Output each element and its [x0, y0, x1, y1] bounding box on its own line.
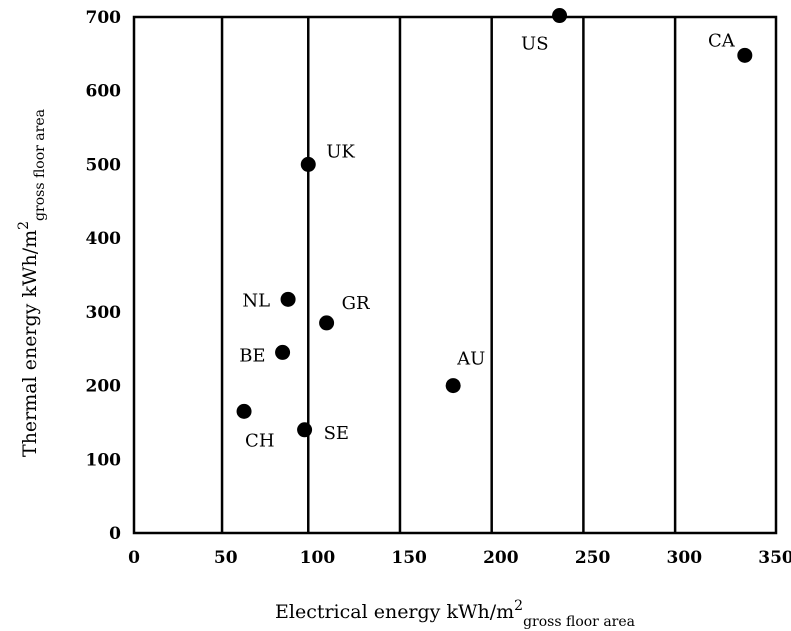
- x-axis-title-main: Electrical energy kWh/m: [275, 601, 514, 623]
- y-tick-label: 400: [86, 229, 122, 249]
- data-label-au: AU: [456, 349, 485, 370]
- x-tick-label: 100: [300, 548, 336, 568]
- y-tick-label: 100: [86, 450, 122, 470]
- data-point-se: [297, 422, 313, 438]
- y-axis-title-sup: 2: [16, 221, 32, 230]
- data-label-uk: UK: [326, 141, 355, 162]
- data-label-se: SE: [324, 423, 349, 444]
- x-tick-label: 150: [391, 548, 427, 568]
- data-point-ca: [737, 47, 753, 63]
- plot-frame: [132, 15, 778, 535]
- x-tick-label: 50: [214, 548, 238, 568]
- x-tick-label: 0: [128, 548, 140, 568]
- y-tick-label: 600: [86, 82, 122, 102]
- x-axis-title-sup: 2: [514, 598, 523, 614]
- y-tick-label: 300: [86, 303, 122, 323]
- y-axis-ticks: 0 100 200 300 400 500 600 700: [86, 8, 122, 544]
- x-axis-title-sub: gross floor area: [523, 614, 635, 630]
- data-label-ca: CA: [708, 30, 736, 51]
- data-label-us: US: [521, 34, 549, 55]
- data-label-ch: CH: [245, 430, 274, 451]
- y-axis-title-main: Thermal energy kWh/m: [19, 230, 41, 457]
- x-tick-label: 350: [758, 548, 791, 568]
- x-tick-label: 250: [575, 548, 611, 568]
- data-points: US CA UK NL GR BE AU CH SE: [236, 8, 753, 451]
- y-axis-title: Thermal energy kWh/m2gross floor area: [16, 109, 48, 457]
- data-point-au: [445, 378, 461, 394]
- y-tick-label: 0: [109, 524, 121, 544]
- data-point-us: [552, 8, 568, 24]
- x-axis-ticks: 0 50 100 150 200 250 300 350: [128, 548, 791, 568]
- data-point-ch: [236, 403, 252, 419]
- data-point-gr: [319, 315, 335, 331]
- data-point-uk: [300, 156, 316, 172]
- x-tick-label: 300: [667, 548, 703, 568]
- data-label-be: BE: [239, 345, 265, 366]
- x-axis-title: Electrical energy kWh/m2gross floor area: [275, 598, 635, 630]
- y-tick-label: 500: [86, 155, 122, 175]
- x-tick-label: 200: [483, 548, 519, 568]
- y-tick-label: 200: [86, 377, 122, 397]
- data-point-be: [275, 344, 291, 360]
- data-point-nl: [280, 291, 296, 307]
- y-axis-title-sub: gross floor area: [32, 109, 48, 221]
- data-label-nl: NL: [242, 290, 270, 311]
- gridlines: [220, 17, 677, 533]
- data-label-gr: GR: [342, 293, 370, 314]
- y-tick-label: 700: [86, 8, 122, 28]
